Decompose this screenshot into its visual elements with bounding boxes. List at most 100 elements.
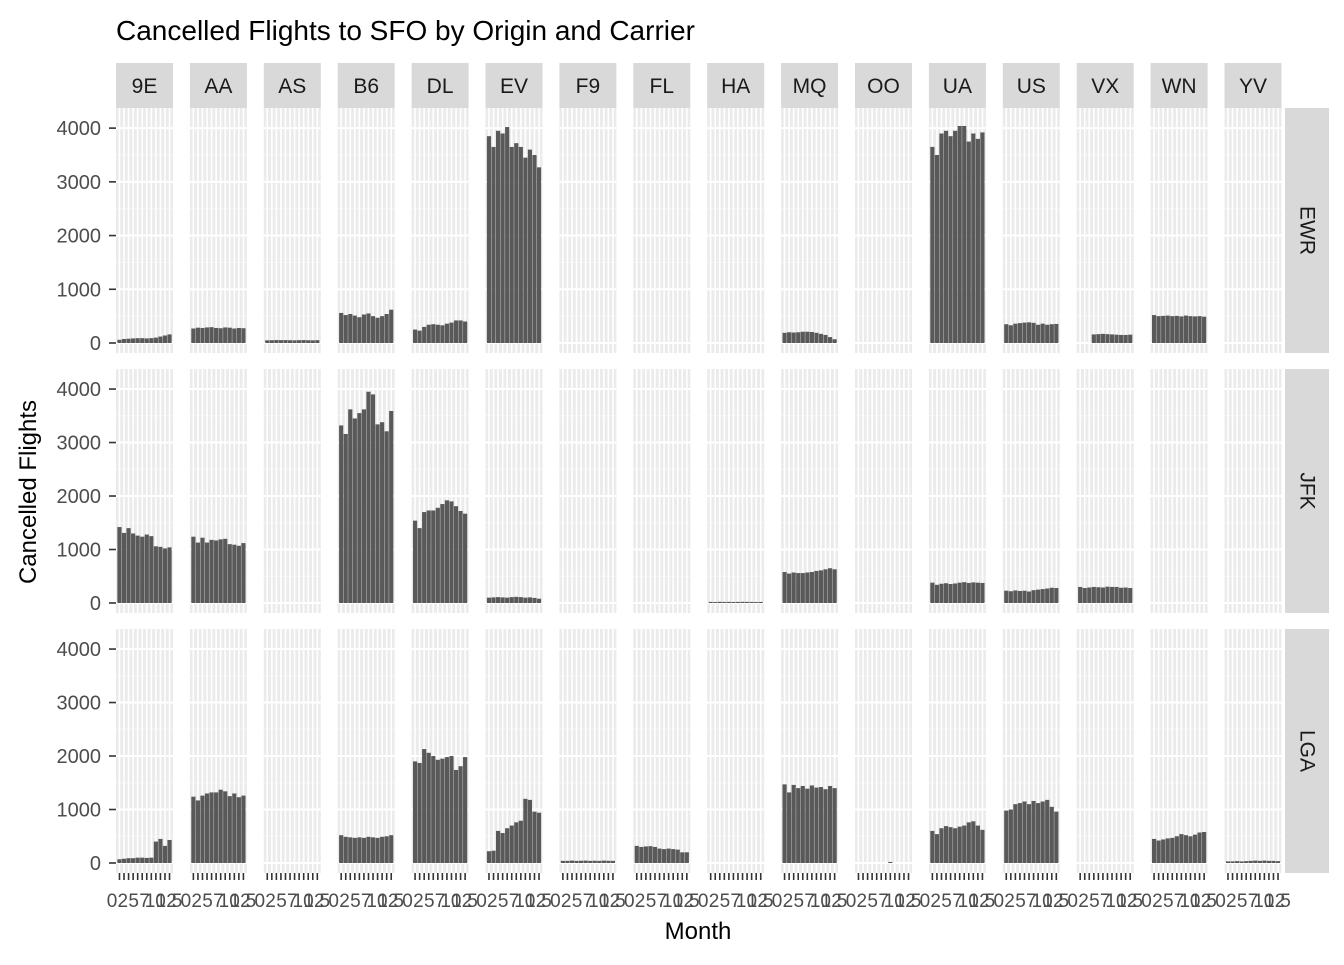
strip-background [1224,63,1282,108]
x-tick-label: 12 [747,891,768,912]
bar-lga-us-m8 [1036,803,1041,863]
x-tick-label: 12 [599,891,620,912]
x-tick-label: 0 [476,891,487,912]
bar-ewr-mq-m9 [818,333,824,343]
panel-background [707,108,765,353]
panel-jfk-fl [633,369,691,613]
bar-ewr-9e-m5 [135,338,140,343]
panel-background [1002,369,1060,613]
bar-ewr-wn-m9 [1188,316,1193,343]
bar-lga-ev-m2 [491,850,496,863]
panel-background [337,108,395,353]
y-axis-lga: 0 1000 2000 3000 4000 [57,639,116,875]
facet-label: FL [650,75,675,98]
bar-lga-wn-m1 [1151,838,1157,863]
x-tick-label: 5 [941,891,952,912]
bar-lga-yv-m6 [1248,860,1253,863]
x-tick-label: 5 [867,891,878,912]
bar-jfk-us-m6 [1026,591,1032,603]
bar-jfk-9e-m12 [167,547,172,603]
bar-jfk-us-m3 [1013,590,1018,603]
bar-jfk-ev-m4 [500,597,505,603]
bar-lga-dl-m3 [422,749,427,863]
bar-lga-fl-m10 [675,849,680,863]
panel-background [1150,369,1208,613]
bar-jfk-ev-m11 [532,597,537,603]
panel-jfk-vx [1076,369,1134,613]
bar-lga-us-m12 [1054,811,1059,863]
bar-ewr-as-m4 [278,340,284,343]
bar-jfk-9e-m2 [121,532,127,603]
bar-ewr-dl-m11 [458,320,463,343]
bar-lga-f9-m3 [569,860,575,863]
bar-ewr-wn-m12 [1202,316,1207,343]
panel-ewr-yv [1224,108,1282,353]
x-tick-label: 0 [550,891,561,912]
bar-lga-yv-m2 [1230,861,1235,863]
panel-background [1002,108,1060,353]
bar-ewr-ua-m5 [948,136,953,343]
strip-background [411,63,469,108]
bar-ewr-aa-m4 [204,327,210,343]
bar-lga-aa-m1 [191,796,196,863]
x-tick-label: 12 [1190,891,1211,912]
bar-ewr-mq-m3 [791,332,796,343]
x-tick-label: 12 [451,891,472,912]
x-tick-label: 5 [276,891,287,912]
panel-background [263,369,321,613]
x-tick-label: 0 [1141,891,1152,912]
facet-strip-vx: VX [1076,63,1134,108]
bar-ewr-mq-m2 [787,332,792,343]
bar-ewr-mq-m7 [809,331,814,343]
x-tick-label: 10 [588,891,609,912]
panel-ewr-us [1002,108,1060,353]
x-tick-label: 5 [985,891,996,912]
bar-lga-mq-m7 [809,785,814,863]
bar-jfk-aa-m8 [223,538,228,603]
x-tick-label: 7 [583,891,594,912]
bar-jfk-9e-m11 [162,548,168,603]
strip-background [928,63,986,108]
bar-lga-yv-m5 [1244,861,1249,863]
bar-lga-wn-m6 [1174,836,1179,863]
bar-jfk-ha-m8 [740,601,745,603]
bar-lga-wn-m12 [1202,831,1207,863]
bar-ewr-as-m1 [265,340,270,343]
bar-lga-mq-m5 [800,785,805,863]
bar-ewr-wn-m4 [1165,315,1170,343]
y-tick-label: 3000 [57,172,102,194]
facet-label: DL [427,75,454,98]
x-tick-label: 0 [920,891,931,912]
bar-ewr-dl-m1 [412,329,418,343]
bar-lga-aa-m11 [236,797,241,863]
bar-jfk-dl-m6 [435,507,440,603]
panel-ewr-as [263,108,321,353]
x-tick-label: 0 [772,891,783,912]
strip-background [189,63,247,108]
bar-ewr-ev-m6 [509,146,514,343]
facet-label: UA [943,75,972,98]
bar-jfk-vx-m2 [1082,588,1087,603]
strip-background [1150,63,1208,108]
bar-ewr-as-m11 [310,340,315,343]
bar-lga-b6-m8 [370,837,376,863]
bar-ewr-as-m5 [283,340,288,343]
bar-lga-wn-m4 [1165,838,1170,863]
panel-ewr-9e [116,108,173,353]
x-tick-label: 5 [541,891,552,912]
bar-lga-mq-m8 [814,787,819,863]
bar-ewr-9e-m12 [167,334,172,343]
bar-lga-f9-m7 [588,860,593,863]
bar-ewr-9e-m4 [131,338,136,343]
y-tick-label: 0 [90,333,101,355]
bar-jfk-us-m9 [1040,589,1045,603]
bar-lga-mq-m6 [805,788,810,863]
y-tick-label: 4000 [57,379,102,401]
bar-lga-9e-m8 [149,857,154,863]
bar-jfk-ev-m7 [514,596,519,603]
facet-strip-ha: HA [707,63,765,108]
bar-jfk-b6-m4 [352,418,357,603]
